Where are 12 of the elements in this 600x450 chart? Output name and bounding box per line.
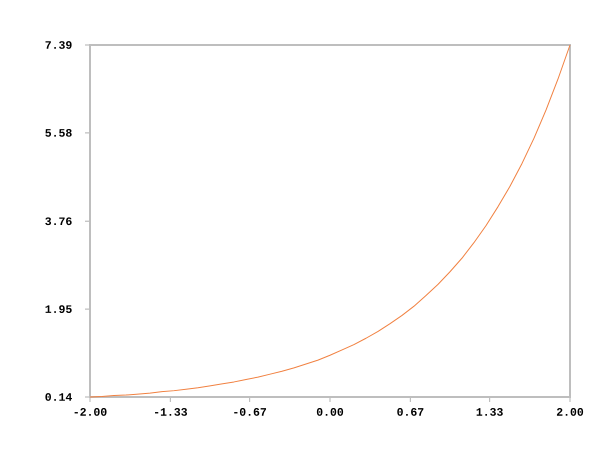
x-tick-label: 1.33 [476, 408, 503, 416]
x-tick-label: 0.00 [316, 408, 344, 416]
x-tick-label: 0.67 [397, 408, 424, 416]
x-tick-label: -1.33 [155, 408, 188, 416]
x-tick-label: -2.00 [74, 408, 107, 416]
y-tick-label: 0.14 [45, 393, 72, 401]
y-tick-label: 1.95 [46, 305, 72, 314]
y-tick-label: 5.58 [45, 128, 72, 137]
x-tick-label: 2.00 [556, 408, 584, 416]
x-tick-label: -0.67 [234, 408, 266, 416]
y-tick-label: 7.39 [45, 41, 72, 49]
y-tick-label: 3.76 [45, 217, 72, 226]
